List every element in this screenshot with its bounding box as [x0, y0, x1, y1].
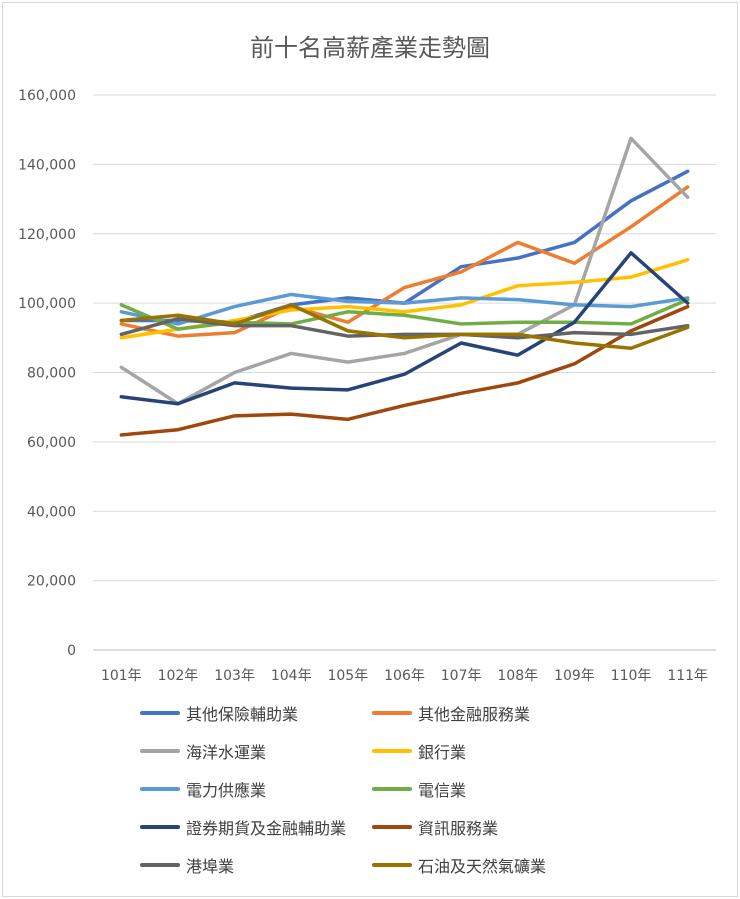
legend-label: 海洋水運業	[186, 743, 267, 762]
legend-swatch	[372, 863, 412, 867]
x-tick-label: 104年	[271, 668, 312, 684]
x-tick-label: 110年	[611, 668, 652, 684]
legend-swatch	[140, 863, 180, 867]
legend-item: 其他保險輔助業	[140, 700, 372, 726]
y-tick-label: 160,000	[18, 88, 76, 104]
legend-item: 資訊服務業	[372, 814, 600, 840]
legend-swatch	[140, 711, 180, 715]
y-tick-label: 40,000	[27, 504, 76, 520]
legend-item: 其他金融服務業	[372, 700, 600, 726]
y-tick-label: 0	[67, 643, 76, 659]
legend-item: 銀行業	[372, 738, 600, 764]
y-tick-label: 80,000	[27, 366, 76, 382]
legend-label: 電力供應業	[186, 781, 267, 800]
y-tick-label: 20,000	[27, 574, 76, 590]
legend-swatch	[140, 787, 180, 791]
legend-swatch	[372, 787, 412, 791]
x-tick-label: 103年	[214, 668, 255, 684]
y-tick-label: 120,000	[18, 227, 76, 243]
x-tick-label: 109年	[554, 668, 595, 684]
x-tick-label: 108年	[497, 668, 538, 684]
legend-item: 電信業	[372, 776, 600, 802]
x-tick-label: 101年	[101, 668, 142, 684]
y-tick-label: 140,000	[18, 157, 76, 173]
x-tick-label: 111年	[667, 668, 708, 684]
x-tick-label: 107年	[441, 668, 482, 684]
legend-item: 石油及天然氣礦業	[372, 852, 600, 878]
legend-label: 電信業	[418, 781, 467, 800]
legend-label: 銀行業	[418, 743, 467, 762]
legend-swatch	[372, 825, 412, 829]
legend-label: 石油及天然氣礦業	[418, 857, 547, 876]
legend-swatch	[140, 749, 180, 753]
x-tick-label: 106年	[384, 668, 425, 684]
x-tick-label: 102年	[158, 668, 199, 684]
y-tick-label: 100,000	[18, 296, 76, 312]
chart-title: 前十名高薪產業走勢圖	[250, 34, 490, 62]
legend-item: 港埠業	[140, 852, 372, 878]
legend-item: 證券期貨及金融輔助業	[140, 814, 372, 840]
legend-label: 證券期貨及金融輔助業	[186, 819, 347, 838]
series-line-7	[119, 251, 690, 406]
legend-item: 海洋水運業	[140, 738, 372, 764]
legend-label: 港埠業	[186, 857, 235, 876]
legend-label: 其他金融服務業	[418, 705, 531, 724]
legend-label: 其他保險輔助業	[186, 705, 299, 724]
y-tick-label: 60,000	[27, 435, 76, 451]
series-line-3	[119, 136, 690, 406]
x-tick-label: 105年	[327, 668, 368, 684]
legend-item: 電力供應業	[140, 776, 372, 802]
legend-swatch	[372, 749, 412, 753]
plot-area: 0 20,000 40,000 60,000 80,000 100,000 120,000 1…	[18, 88, 716, 684]
legend-label: 資訊服務業	[418, 819, 499, 838]
legend: 其他保險輔助業 其他金融服務業海洋水運業 銀行業電力供應業 電信業證券期貨及金融輔助業…	[140, 700, 600, 878]
legend-swatch	[372, 711, 412, 715]
legend-swatch	[140, 825, 180, 829]
